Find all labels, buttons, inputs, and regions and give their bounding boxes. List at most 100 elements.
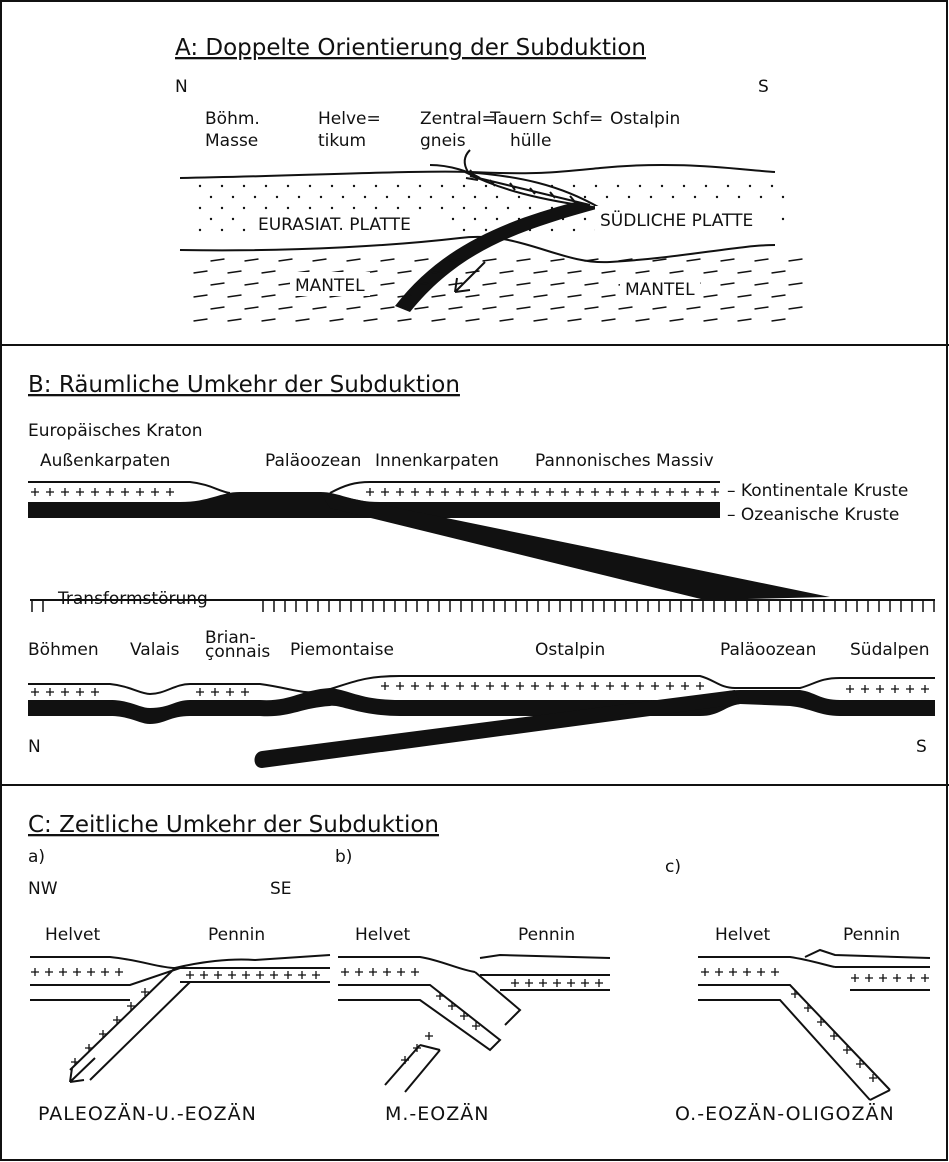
dash	[534, 319, 548, 321]
pointer	[465, 150, 470, 172]
dot	[496, 218, 498, 220]
dash	[381, 307, 395, 309]
plus	[553, 979, 561, 987]
dash	[755, 283, 769, 285]
dash	[551, 307, 565, 309]
label: Südalpen	[850, 640, 930, 660]
label: Paläoozean	[265, 451, 361, 471]
dot	[661, 185, 663, 187]
dash	[228, 295, 242, 297]
plus	[115, 968, 123, 976]
panel-title: B: Räumliche Umkehr der Subduktion	[28, 372, 460, 398]
caption: O.-EOZÄN-OLIGOZÄN	[675, 1102, 895, 1125]
plus	[851, 974, 859, 982]
dot	[463, 229, 465, 231]
direction: S	[916, 737, 927, 757]
dash	[738, 271, 752, 273]
plus	[76, 488, 84, 496]
dash	[517, 307, 531, 309]
plus	[436, 992, 444, 1000]
dash	[245, 307, 259, 309]
caption: M.-EOZÄN	[385, 1102, 489, 1125]
direction: NW	[28, 879, 58, 899]
dash	[636, 271, 650, 273]
dot	[694, 196, 696, 198]
plus	[256, 971, 264, 979]
dot	[474, 196, 476, 198]
dot	[441, 185, 443, 187]
plus	[59, 968, 67, 976]
dot	[760, 196, 762, 198]
stage-tag: c)	[665, 857, 681, 877]
label: Valais	[130, 640, 180, 660]
dot	[375, 207, 377, 209]
dash	[500, 295, 514, 297]
plus	[341, 968, 349, 976]
plus	[471, 682, 479, 690]
dot	[705, 185, 707, 187]
plus	[381, 682, 389, 690]
dash	[500, 319, 514, 321]
plus	[715, 968, 723, 976]
dash	[296, 319, 310, 321]
label: Ostalpin	[610, 109, 680, 129]
dash	[755, 259, 769, 261]
plus	[61, 688, 69, 696]
dash	[704, 271, 718, 273]
label: Helve=tikum	[318, 109, 381, 151]
dash	[602, 319, 616, 321]
plus	[791, 990, 799, 998]
plus	[501, 488, 509, 496]
direction: N	[175, 77, 188, 97]
dot	[485, 207, 487, 209]
plus	[771, 968, 779, 976]
dash	[449, 307, 463, 309]
label: MANTEL	[295, 276, 365, 296]
plus	[681, 488, 689, 496]
dot	[287, 185, 289, 187]
direction: S	[758, 77, 769, 97]
dash	[721, 283, 735, 285]
plus	[804, 1004, 812, 1012]
dash	[347, 307, 361, 309]
panel-title: C: Zeitliche Umkehr der Subduktion	[28, 812, 439, 838]
stage-tag: a)	[28, 847, 45, 867]
plus	[696, 488, 704, 496]
dot	[716, 196, 718, 198]
dash	[551, 283, 565, 285]
plus	[511, 979, 519, 987]
plus	[411, 682, 419, 690]
dash	[721, 259, 735, 261]
direction: N	[28, 737, 41, 757]
plus	[76, 688, 84, 696]
dash	[347, 259, 361, 261]
plus	[486, 682, 494, 690]
plus	[211, 688, 219, 696]
plus	[401, 1056, 409, 1064]
dash	[687, 307, 701, 309]
dot	[221, 185, 223, 187]
dash	[585, 307, 599, 309]
slab	[698, 967, 930, 1100]
dash	[534, 295, 548, 297]
dot	[485, 185, 487, 187]
label: Pennin	[518, 925, 575, 945]
dot	[265, 207, 267, 209]
dash	[245, 283, 259, 285]
dash	[517, 283, 531, 285]
dot	[342, 196, 344, 198]
plus	[921, 685, 929, 693]
label: Helvet	[715, 925, 770, 945]
dot	[375, 185, 377, 187]
plus	[31, 688, 39, 696]
plus	[696, 682, 704, 690]
plus	[45, 968, 53, 976]
plus	[581, 979, 589, 987]
plus	[136, 488, 144, 496]
dot	[782, 196, 784, 198]
plus	[121, 488, 129, 496]
dot	[287, 207, 289, 209]
dash	[653, 307, 667, 309]
panel-title: A: Doppelte Orientierung der Subduktion	[175, 35, 646, 61]
crust-top	[698, 950, 930, 967]
